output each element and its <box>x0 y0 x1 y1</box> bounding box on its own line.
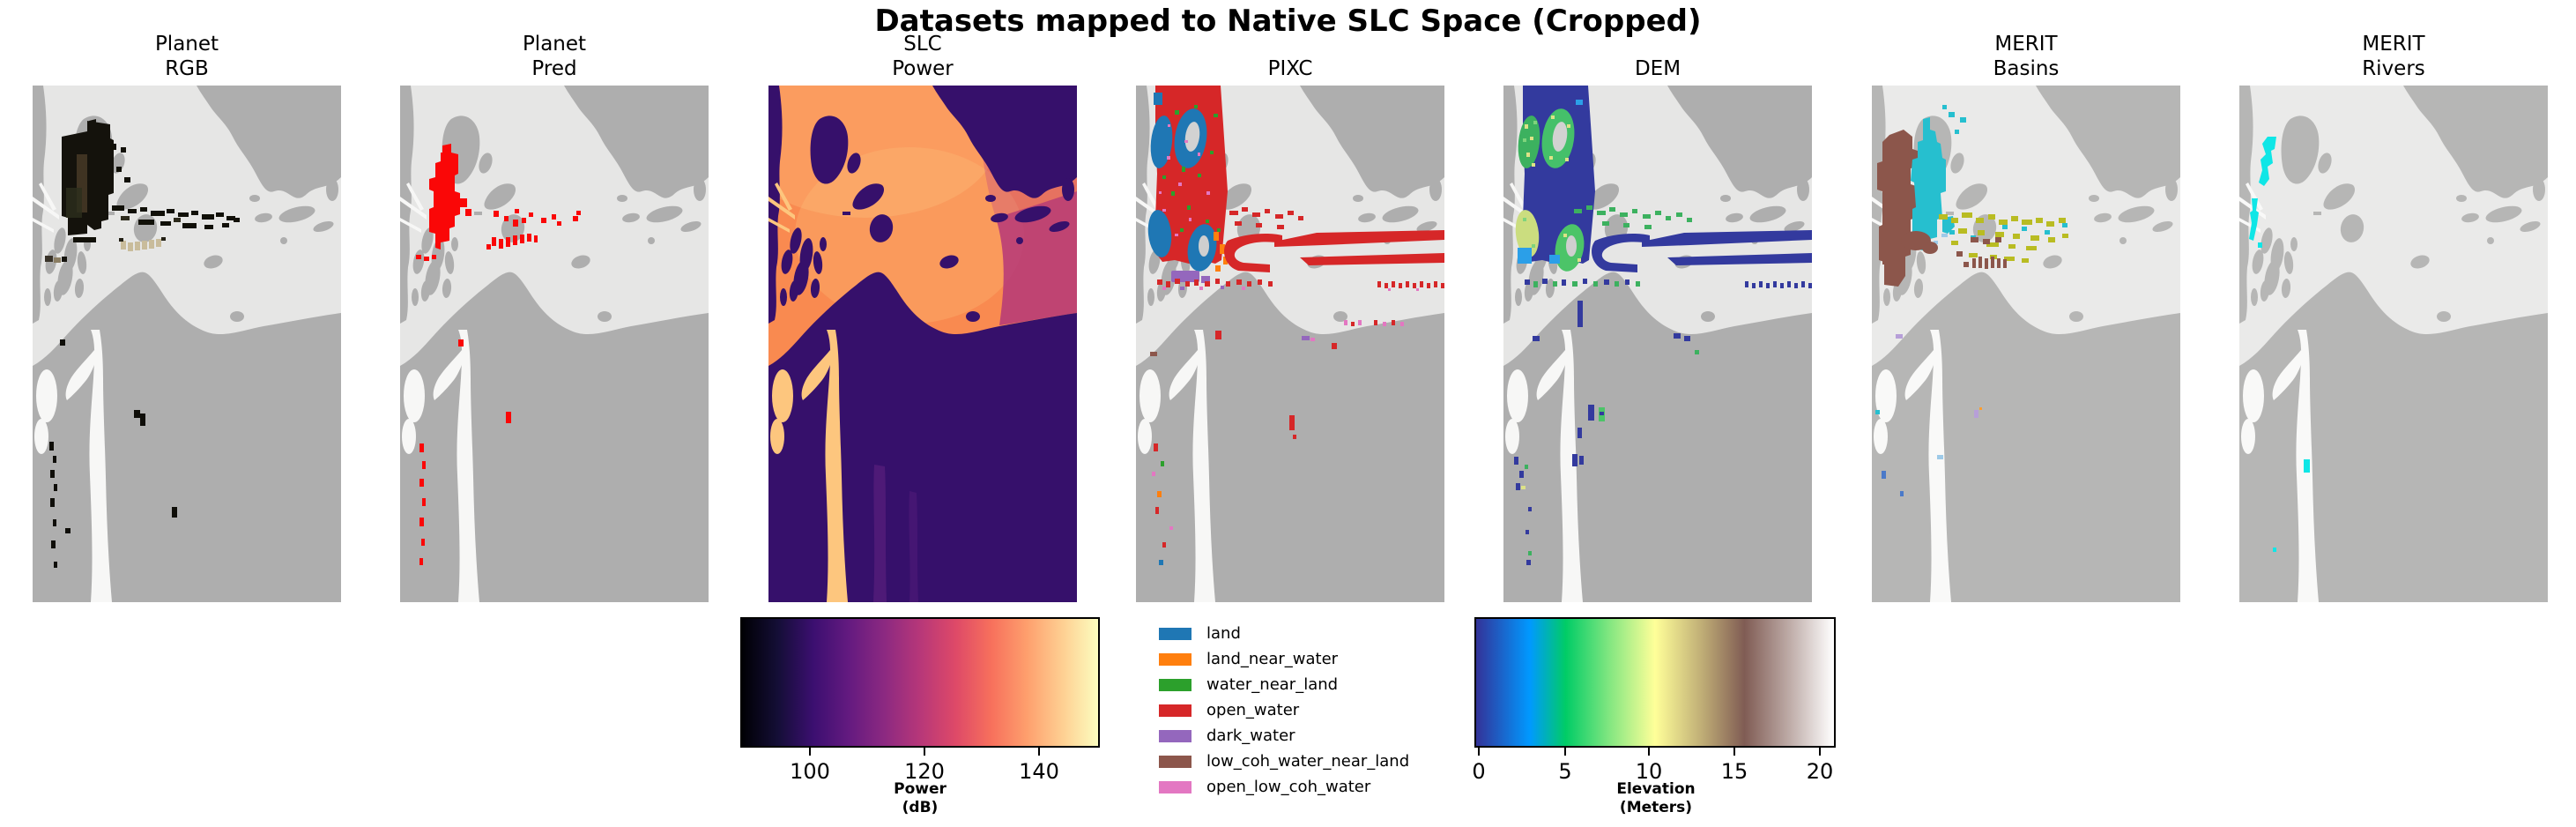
legend-item-low-coh-water-near-land: low_coh_water_near_land <box>1159 753 1409 769</box>
legend-swatch-open-water <box>1159 704 1191 717</box>
power-tick-140 <box>1038 748 1040 756</box>
merit-basins-image <box>1872 86 2180 602</box>
panel-dem <box>1503 86 1812 602</box>
legend-item-land: land <box>1159 625 1409 641</box>
elev-tick-label: 20 <box>1806 759 1834 784</box>
panel-merit-basins <box>1872 86 2180 602</box>
elevation-colorbar-label: Elevation (Meters) <box>1616 780 1696 816</box>
panel-merit-rivers <box>2239 86 2548 602</box>
power-tick-label: 140 <box>1019 759 1059 784</box>
elev-tick-20 <box>1819 748 1821 756</box>
legend-swatch-land-near-water <box>1159 652 1191 666</box>
power-colorbar-label: Power (dB) <box>894 780 947 816</box>
legend-item-water-near-land: water_near_land <box>1159 676 1409 692</box>
elev-tick-15 <box>1733 748 1735 756</box>
power-tick-100 <box>809 748 811 756</box>
elev-tick-label: 10 <box>1635 759 1663 784</box>
figure-title: Datasets mapped to Native SLC Space (Cro… <box>874 4 1702 39</box>
legend-swatch-land <box>1159 627 1191 640</box>
elev-tick-label: 0 <box>1472 759 1486 784</box>
legend-item-dark-water: dark_water <box>1159 727 1409 743</box>
panel-pixc <box>1136 86 1444 602</box>
elevation-colorbar: 0 5 10 15 20 <box>1472 617 1836 783</box>
slc-power-image <box>768 86 1077 602</box>
dem-overlay <box>1514 86 1812 565</box>
panel-slc-power <box>768 86 1077 602</box>
merit-rivers-overlay <box>2249 137 2310 552</box>
elev-tick-label: 15 <box>1720 759 1748 784</box>
title-merit-basins: MERIT Basins <box>1993 33 2060 80</box>
legend-swatch-open-low-coh-water <box>1159 780 1191 793</box>
elev-tick-label: 5 <box>1558 759 1572 784</box>
title-merit-rivers: MERIT Rivers <box>2362 33 2425 80</box>
elev-tick-5 <box>1564 748 1566 756</box>
panel-planet-rgb <box>33 86 341 602</box>
power-colorbar: 100 120 140 <box>740 617 1100 783</box>
planet-rgb-overlay <box>45 119 240 568</box>
pixc-overlay <box>1147 86 1444 565</box>
legend-item-open-low-coh-water: open_low_coh_water <box>1159 779 1409 794</box>
elev-tick-0 <box>1478 748 1480 756</box>
legend-swatch-water-near-land <box>1159 678 1191 691</box>
power-tick-120 <box>924 748 925 756</box>
planet-pred-image <box>400 86 709 602</box>
legend-item-open-water: open_water <box>1159 702 1409 718</box>
merit-basins-overlay <box>1875 105 2068 496</box>
planet-rgb-image <box>33 86 341 602</box>
title-planet-rgb: Planet RGB <box>154 33 219 80</box>
title-planet-pred: Planet Pred <box>522 33 587 80</box>
power-tick-label: 100 <box>790 759 830 784</box>
elev-tick-10 <box>1648 748 1650 756</box>
panel-planet-pred <box>400 86 709 602</box>
legend-item-land-near-water: land_near_water <box>1159 651 1409 667</box>
legend-swatch-low-coh-water-near-land <box>1159 755 1191 768</box>
planet-pred-overlay <box>416 144 581 565</box>
title-dem: DEM <box>1634 57 1681 80</box>
pixc-class-legend: land land_near_water water_near_land ope… <box>1159 625 1409 805</box>
title-pixc: PIXC <box>1267 57 1313 80</box>
legend-swatch-dark-water <box>1159 729 1191 742</box>
title-slc-power: SLC Power <box>892 33 954 80</box>
power-tick-label: 120 <box>904 759 945 784</box>
pixc-image <box>1136 86 1444 602</box>
merit-rivers-image <box>2239 86 2548 602</box>
dem-image <box>1503 86 1812 602</box>
